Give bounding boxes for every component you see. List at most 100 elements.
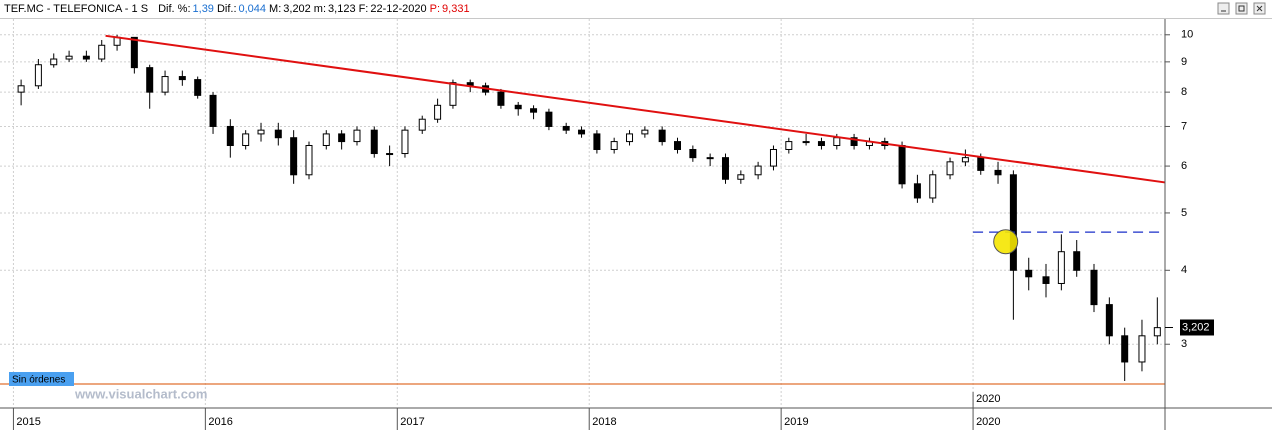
candle-body xyxy=(50,58,58,66)
candle-body xyxy=(1073,251,1081,271)
restore-icon xyxy=(1238,5,1245,12)
candle-body xyxy=(721,157,729,180)
x-tick-label: 2018 xyxy=(592,416,616,428)
candle-body xyxy=(130,36,138,69)
x-tick-label: 2017 xyxy=(400,416,424,428)
candle-body xyxy=(514,104,522,110)
y-tick-label: 10 xyxy=(1181,29,1193,41)
candle-body xyxy=(898,145,906,185)
candle-body xyxy=(545,111,553,127)
y-tick-label: 4 xyxy=(1181,264,1187,276)
symbol: TEF.MC - TELEFONICA - 1 S xyxy=(4,3,149,15)
candle-body xyxy=(737,174,745,180)
order-status: Sin órdenes xyxy=(12,375,65,386)
candle-body xyxy=(146,67,154,93)
candle-body xyxy=(65,55,73,60)
candle-body xyxy=(641,129,649,135)
candle-body xyxy=(353,129,361,143)
candle-body xyxy=(1153,327,1161,337)
candle-body xyxy=(338,133,346,143)
field-label: M: xyxy=(269,3,282,15)
candle-body xyxy=(689,148,697,159)
field-label: Dif.: xyxy=(216,3,237,15)
cursor-box xyxy=(974,392,1005,406)
field-label: P: xyxy=(429,3,441,15)
y-tick-label: 3 xyxy=(1181,338,1187,350)
candle-body xyxy=(290,137,298,176)
close-icon xyxy=(1256,5,1263,12)
y-tick-label: 6 xyxy=(1181,160,1187,172)
candle-body xyxy=(961,157,969,163)
last-price-box xyxy=(1180,319,1214,336)
y-tick-label: 7 xyxy=(1181,120,1187,132)
plot-layer xyxy=(0,19,1166,407)
candle-body xyxy=(994,169,1002,176)
candle-body xyxy=(98,44,106,60)
field-label: F: xyxy=(358,3,369,15)
candle-body xyxy=(449,82,457,106)
cursor-label: 2020 xyxy=(976,393,1000,405)
field-value: 22-12-2020 xyxy=(370,3,427,15)
candle-body xyxy=(82,55,90,60)
y-tick-label: 8 xyxy=(1181,86,1187,98)
x-tick-label: 2016 xyxy=(208,416,232,428)
y-tick-label: 5 xyxy=(1181,207,1187,219)
candle-body xyxy=(434,104,442,120)
window-buttons[interactable] xyxy=(1217,2,1266,15)
y-tick-label: 9 xyxy=(1181,56,1187,68)
candle-body xyxy=(626,133,634,143)
candle-body xyxy=(913,183,921,199)
candle-body xyxy=(530,108,538,113)
candle-body xyxy=(946,161,954,176)
candle-body xyxy=(34,64,42,87)
candle-body xyxy=(1009,174,1017,271)
candle-body xyxy=(785,141,793,150)
candle-body xyxy=(1121,335,1129,363)
field-label: Dif. %: xyxy=(158,3,191,15)
candle-body xyxy=(769,148,777,167)
candle-body xyxy=(754,165,762,176)
candle-body xyxy=(610,141,618,150)
candle-body xyxy=(977,157,985,171)
candle-body xyxy=(322,133,330,147)
candle-body xyxy=(850,137,858,147)
marker-circle xyxy=(993,229,1019,255)
candle-body xyxy=(386,153,394,156)
candle-body xyxy=(593,133,601,150)
candle-body xyxy=(257,129,265,135)
candle-body xyxy=(1090,269,1098,306)
candle-body xyxy=(562,125,570,131)
restore-button[interactable] xyxy=(1235,2,1248,15)
candle-body xyxy=(833,137,841,147)
candle-body xyxy=(194,79,202,96)
plot-area xyxy=(0,19,1165,407)
candle-body xyxy=(305,145,313,176)
candle-body xyxy=(802,141,810,144)
field-value: 9,331 xyxy=(442,3,470,15)
candle-body xyxy=(706,157,714,160)
candle-body xyxy=(161,76,169,93)
minimize-button[interactable] xyxy=(1217,2,1230,15)
field-value: 0,044 xyxy=(238,3,267,15)
x-tick-label: 2015 xyxy=(16,416,40,428)
field-value: 3,123 xyxy=(328,3,356,15)
candle-body xyxy=(178,76,186,81)
candle-body xyxy=(929,174,937,199)
last-price-label: 3,202 xyxy=(1182,321,1210,333)
candle-body xyxy=(209,94,217,127)
candle-body xyxy=(578,129,586,135)
field-value: 1,39 xyxy=(192,3,214,15)
field-value: 3,202 xyxy=(283,3,311,15)
candle-body xyxy=(401,129,409,155)
candle-body xyxy=(1042,276,1050,284)
candle-body xyxy=(274,129,282,139)
candle-body xyxy=(674,141,682,150)
watermark: www.visualchart.com xyxy=(74,386,207,401)
order-status-box xyxy=(9,372,74,386)
candle-body xyxy=(370,129,378,155)
candle-body xyxy=(1025,269,1033,278)
candle-body xyxy=(17,85,25,93)
candle-body xyxy=(1057,251,1065,284)
